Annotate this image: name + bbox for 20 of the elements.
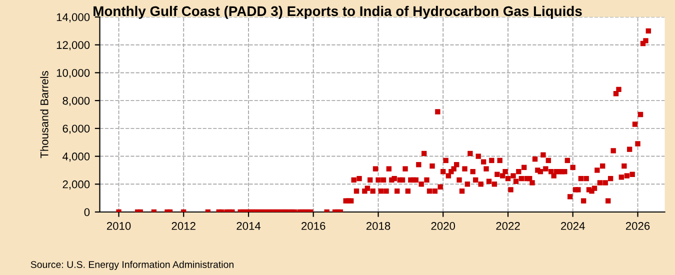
x-tick-label: 2018 [366,222,390,230]
y-tick-label: 12,000 [56,41,90,50]
y-tick-label: 0 [84,208,90,216]
y-axis-title: Thousand Barrels [40,71,48,158]
y-tick-label: 14,000 [56,13,90,22]
x-tick-label: 2016 [302,222,326,230]
x-tick-label: 2012 [172,222,196,230]
x-tick-label: 2014 [236,222,261,230]
source-note: Source: U.S. Energy Information Administration [30,260,234,270]
y-tick-label: 4,000 [62,152,90,162]
x-tick-label: 2022 [496,222,520,230]
x-tick-label: 2026 [626,222,650,230]
x-tick-label: 2024 [561,222,585,230]
y-tick-label: 8,000 [62,96,90,106]
x-tick-label: 2020 [431,222,456,230]
x-tick-label: 2010 [106,222,131,230]
y-tick-label: 2,000 [62,180,90,190]
y-tick-label: 10,000 [56,68,90,78]
chart-title: Monthly Gulf Coast (PADD 3) Exports to India of Hydrocarbon Gas Liquids [94,6,582,19]
y-tick-label: 6,000 [62,124,90,134]
